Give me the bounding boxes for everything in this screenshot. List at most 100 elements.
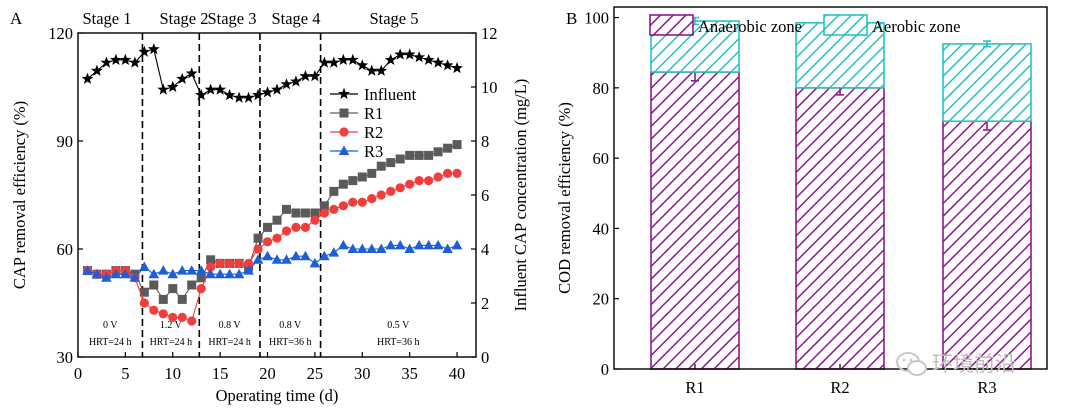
watermark-text: 环境前沿: [932, 352, 1016, 376]
data-point-influent: [318, 56, 331, 68]
data-point-r1: [433, 147, 443, 157]
data-point-r2: [196, 284, 206, 294]
legend-swatch: [823, 14, 868, 36]
x-tick-label: 40: [449, 364, 466, 383]
data-point-r2: [291, 222, 301, 232]
data-point-influent: [290, 75, 302, 87]
data-point-r3: [120, 268, 131, 279]
y-tick-label: 90: [57, 132, 74, 151]
category-label: R2: [830, 378, 849, 397]
data-point-r2: [310, 215, 320, 225]
stage-label: Stage 3: [207, 9, 256, 28]
data-point-r2: [329, 204, 339, 214]
data-point-r3: [394, 239, 406, 250]
data-point-r3: [157, 265, 169, 275]
data-point-r3: [413, 239, 425, 250]
y-tick-label: 100: [584, 9, 609, 28]
stage-hrt-label: HRT=24 h: [208, 337, 251, 348]
y-axis-label: CAP removal efficiency (%): [10, 101, 29, 289]
data-point-influent: [91, 64, 103, 76]
stage-voltage-label: 1.2 V: [160, 320, 183, 331]
data-point-influent: [81, 72, 94, 84]
data-point-r3: [195, 265, 207, 275]
data-point-r2: [272, 233, 282, 243]
y-axis-label: COD removal efficiency (%): [555, 102, 574, 294]
stage-label: Stage 5: [369, 9, 418, 28]
data-point-r2: [433, 172, 443, 182]
y2-tick-label: 6: [481, 186, 489, 205]
data-point-r2: [158, 309, 168, 319]
data-point-influent: [346, 53, 359, 66]
data-point-r1: [139, 287, 149, 297]
series-line-r1: [87, 144, 458, 301]
data-point-influent: [110, 53, 122, 66]
data-point-r1: [452, 140, 462, 150]
data-point-r1: [443, 143, 453, 153]
data-point-r1: [310, 208, 320, 218]
data-point-r1: [386, 158, 396, 168]
plot-frame: [613, 6, 1048, 370]
panel-b: B R1 R2 R3 0 20 40 60 80 100 Anaerobic zone Aerobic…: [555, 6, 1048, 397]
data-point-influent: [327, 56, 340, 68]
y2-tick-label: 10: [481, 78, 498, 97]
data-point-r3: [82, 265, 93, 275]
stage-voltage-label: 0.8 V: [219, 320, 242, 331]
data-point-r3: [385, 239, 397, 250]
data-point-influent: [375, 64, 388, 76]
data-point-r3: [271, 254, 283, 264]
bar-segment-aerobic: [942, 43, 1032, 123]
data-point-r2: [253, 244, 263, 254]
data-point-r1: [414, 150, 424, 160]
category-label: R1: [685, 378, 704, 397]
data-point-r3: [338, 239, 349, 250]
data-point-influent: [365, 64, 378, 76]
y-tick-label: 30: [57, 348, 74, 367]
data-point-influent: [119, 53, 132, 66]
data-point-influent: [214, 83, 227, 95]
legend-label: Aerobic zone: [872, 17, 960, 36]
y-tick-label: 80: [593, 79, 610, 98]
data-point-influent: [223, 88, 236, 101]
y2-tick-label: 0: [481, 348, 489, 367]
data-point-r3: [129, 272, 141, 282]
data-point-r3: [252, 254, 264, 264]
data-point-r2: [215, 258, 225, 268]
data-point-r1: [376, 161, 386, 171]
data-point-influent: [309, 70, 321, 82]
stage-hrt-label: HRT=24 h: [150, 337, 193, 348]
data-point-r1: [263, 222, 273, 232]
data-point-r2: [168, 312, 178, 322]
data-point-r2: [225, 258, 235, 268]
data-point-influent: [394, 48, 407, 60]
data-point-r3: [176, 265, 188, 275]
data-point-influent: [451, 61, 463, 74]
data-point-r1: [424, 150, 434, 160]
category-label: R3: [977, 378, 996, 397]
data-point-influent: [166, 80, 179, 93]
data-point-influent: [356, 59, 369, 71]
legend-label: R3: [364, 142, 383, 161]
panel-a-label: A: [10, 9, 23, 28]
data-point-r1: [253, 233, 263, 243]
data-point-r2: [405, 179, 415, 189]
legend-label: Anaerobic zone: [698, 17, 802, 36]
legend-label: R2: [364, 123, 383, 142]
y-tick-label: 60: [593, 149, 610, 168]
data-point-influent: [252, 88, 264, 101]
data-point-influent: [185, 67, 198, 79]
legend-marker: [339, 108, 349, 118]
data-point-r3: [110, 268, 122, 279]
x-tick-label: 20: [259, 364, 276, 383]
data-point-r1: [272, 215, 282, 225]
watermark: 环境前沿: [896, 352, 1016, 376]
data-point-influent: [337, 53, 350, 66]
bar-segment-anaerobic: [650, 71, 740, 370]
data-point-r2: [300, 222, 311, 232]
panel-b-label: B: [566, 9, 577, 28]
data-point-r2: [414, 176, 424, 186]
data-point-r3: [451, 239, 463, 250]
data-point-r3: [167, 268, 179, 279]
legend-marker: [338, 87, 350, 100]
data-point-r1: [168, 284, 178, 294]
